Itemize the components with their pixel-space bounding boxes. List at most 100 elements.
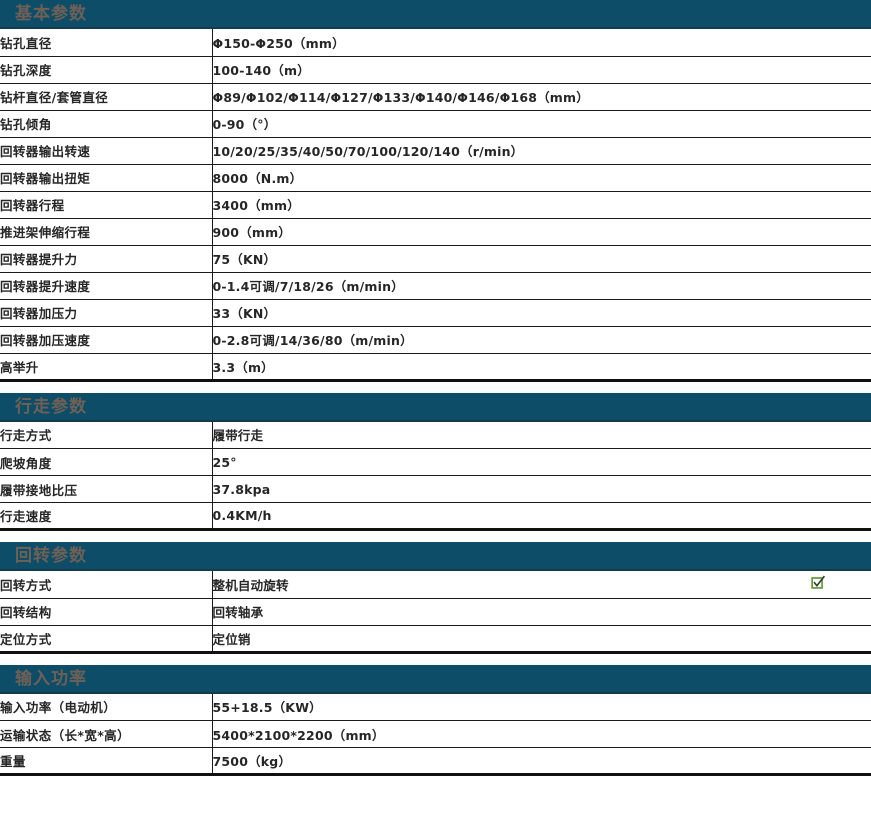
table-row: 回转器输出扭矩 8000（N.m） — [0, 164, 871, 192]
table-row: 回转器提升力 75（KN） — [0, 245, 871, 273]
spec-value-text: 0-2.8可调/14/36/80（m/min） — [212, 333, 413, 348]
section-title: 基本参数 — [15, 4, 87, 24]
table-row: 回转结构 回转轴承 — [0, 598, 871, 626]
table-row: 钻杆直径/套管直径 Φ89/Φ102/Φ114/Φ127/Φ133/Φ140/Φ1… — [0, 83, 871, 111]
section-header: 回转参数 — [0, 542, 871, 571]
section-divider — [0, 653, 871, 665]
spec-value-text: 33（KN） — [212, 306, 277, 321]
spec-value-text: 75（KN） — [212, 252, 277, 267]
spec-value: 履带行走 — [212, 421, 871, 449]
spec-value: 定位销 — [212, 625, 871, 654]
table-row: 履带接地比压 37.8kpa — [0, 475, 871, 503]
spec-label: 回转器行程 — [0, 191, 213, 219]
table-row: 回转器加压力 33（KN） — [0, 299, 871, 327]
spec-value-text: 100-140（m） — [212, 63, 310, 78]
spec-label: 输入功率（电动机） — [0, 693, 213, 721]
spec-value-text: 整机自动旋转 — [212, 577, 289, 593]
spec-value: 3.3（m） — [212, 353, 871, 382]
spec-table: 输入功率（电动机） 55+18.5（KW） 运输状态（长*宽*高） 5400*2100… — [0, 693, 871, 776]
section-header: 基本参数 — [0, 0, 871, 29]
spec-value: 3400（mm） — [212, 191, 871, 219]
spec-value-text: 25° — [212, 454, 237, 470]
spec-label: 高举升 — [0, 353, 213, 382]
spec-value-text: 3400（mm） — [212, 198, 300, 213]
table-row: 回转器输出转速 10/20/25/35/40/50/70/100/120/140（… — [0, 137, 871, 165]
table-row: 运输状态（长*宽*高） 5400*2100*2200（mm） — [0, 720, 871, 748]
spec-label: 爬坡角度 — [0, 448, 213, 476]
spec-value-text: Φ89/Φ102/Φ114/Φ127/Φ133/Φ140/Φ146/Φ168（m… — [212, 90, 589, 105]
spec-section: 基本参数 钻孔直径 Φ150-Φ250（mm） 钻孔深度 100-140（m） 钻杆直径/… — [0, 0, 871, 382]
spec-value: 100-140（m） — [212, 56, 871, 84]
spec-value-text: 定位销 — [212, 631, 251, 647]
table-row: 回转器行程 3400（mm） — [0, 191, 871, 219]
spec-value-text: 55+18.5（KW） — [212, 700, 322, 716]
table-row: 推进架伸缩行程 900（mm） — [0, 218, 871, 246]
spec-value: 75（KN） — [212, 245, 871, 273]
spec-value-text: 0-1.4可调/7/18/26（m/min） — [212, 279, 404, 294]
spec-table: 回转方式 整机自动旋转 回转结构 回转轴承 定位方式 定位销 — [0, 571, 871, 654]
spec-value: 0-1.4可调/7/18/26（m/min） — [212, 272, 871, 300]
table-row: 钻孔深度 100-140（m） — [0, 56, 871, 84]
spec-value: 0-90（°） — [212, 110, 871, 138]
spec-label: 钻杆直径/套管直径 — [0, 83, 213, 111]
spec-label: 重量 — [0, 747, 213, 776]
spec-value: 0-2.8可调/14/36/80（m/min） — [212, 326, 871, 354]
spec-value: 8000（N.m） — [212, 164, 871, 192]
spec-section: 行走参数 行走方式 履带行走 爬坡角度 25° 履带接地比压 37.8kpa 行走速度 0.4K… — [0, 392, 871, 531]
section-header: 输入功率 — [0, 664, 871, 694]
spec-label: 定位方式 — [0, 625, 213, 654]
table-row: 定位方式 定位销 — [0, 625, 871, 654]
checkbox-checked-icon[interactable] — [811, 575, 826, 590]
spec-value: 55+18.5（KW） — [212, 693, 871, 721]
spec-value: 整机自动旋转 — [212, 571, 871, 599]
table-row: 行走速度 0.4KM/h — [0, 502, 871, 531]
section-title: 行走参数 — [15, 396, 87, 417]
section-title: 回转参数 — [15, 546, 87, 566]
spec-label: 钻孔深度 — [0, 56, 213, 84]
spec-value: 回转轴承 — [212, 598, 871, 626]
spec-label: 运输状态（长*宽*高） — [0, 720, 213, 748]
spec-section: 回转参数 回转方式 整机自动旋转 回转结构 回转轴承 定位方式 定位销 — [0, 542, 871, 654]
spec-label: 回转器加压力 — [0, 299, 213, 327]
spec-value-text: Φ150-Φ250（mm） — [212, 35, 345, 51]
spec-table: 钻孔直径 Φ150-Φ250（mm） 钻孔深度 100-140（m） 钻杆直径/套管直径… — [0, 29, 871, 382]
spec-value: 5400*2100*2200（mm） — [212, 720, 871, 748]
spec-label: 行走方式 — [0, 421, 213, 449]
spec-value: Φ150-Φ250（mm） — [212, 29, 871, 57]
spec-value: 37.8kpa — [212, 475, 871, 503]
table-row: 高举升 3.3（m） — [0, 353, 871, 382]
spec-label: 回转器提升力 — [0, 245, 213, 273]
section-header: 行走参数 — [0, 392, 871, 422]
spec-label: 履带接地比压 — [0, 475, 213, 503]
spec-value-text: 7500（kg） — [212, 754, 292, 769]
spec-label: 钻孔直径 — [0, 29, 213, 57]
table-row: 钻孔直径 Φ150-Φ250（mm） — [0, 29, 871, 57]
spec-value-text: 37.8kpa — [212, 481, 271, 497]
spec-label: 回转结构 — [0, 598, 213, 626]
spec-label: 回转器加压速度 — [0, 326, 213, 354]
spec-label: 回转器提升速度 — [0, 272, 213, 300]
table-row: 输入功率（电动机） 55+18.5（KW） — [0, 693, 871, 721]
spec-label: 钻孔倾角 — [0, 110, 213, 138]
spec-value: 10/20/25/35/40/50/70/100/120/140（r/min） — [212, 137, 871, 165]
spec-label: 推进架伸缩行程 — [0, 218, 213, 246]
section-title: 输入功率 — [15, 668, 87, 689]
section-divider — [0, 381, 871, 393]
spec-value: 0.4KM/h — [212, 502, 871, 531]
spec-label: 回转方式 — [0, 571, 213, 599]
spec-value-text: 回转轴承 — [212, 605, 264, 620]
table-row: 爬坡角度 25° — [0, 448, 871, 476]
spec-value: 33（KN） — [212, 299, 871, 327]
table-row: 重量 7500（kg） — [0, 747, 871, 776]
table-row: 回转器提升速度 0-1.4可调/7/18/26（m/min） — [0, 272, 871, 300]
spec-value: 25° — [212, 448, 871, 476]
spec-value-text: 3.3（m） — [212, 359, 274, 375]
spec-value-text: 履带行走 — [212, 428, 264, 444]
table-row: 回转方式 整机自动旋转 — [0, 571, 871, 599]
table-row: 行走方式 履带行走 — [0, 421, 871, 449]
table-row: 回转器加压速度 0-2.8可调/14/36/80（m/min） — [0, 326, 871, 354]
spec-value-text: 10/20/25/35/40/50/70/100/120/140（r/min） — [212, 144, 524, 159]
section-divider — [0, 531, 871, 542]
spec-value: Φ89/Φ102/Φ114/Φ127/Φ133/Φ140/Φ146/Φ168（m… — [212, 83, 871, 111]
table-row: 钻孔倾角 0-90（°） — [0, 110, 871, 138]
